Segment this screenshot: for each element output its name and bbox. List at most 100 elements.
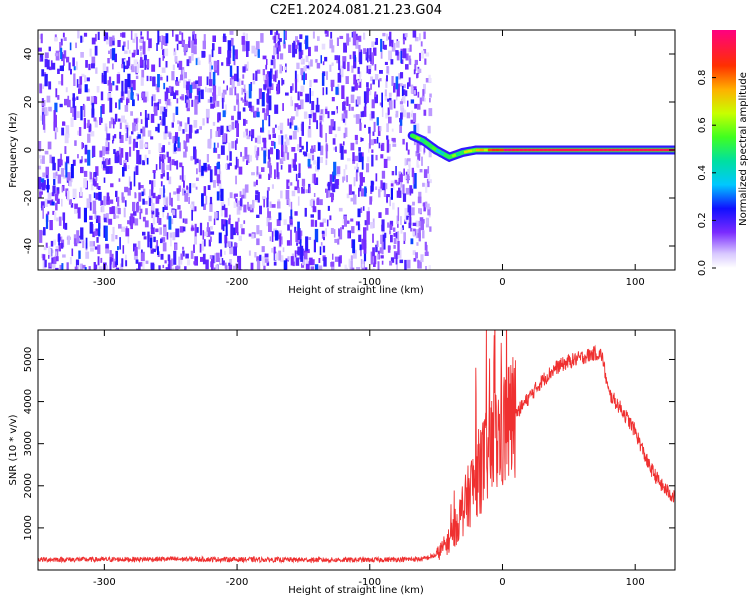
noise-cell xyxy=(97,256,100,266)
noise-streak xyxy=(173,140,176,152)
noise-cell xyxy=(405,53,409,61)
noise-cell xyxy=(99,117,102,125)
noise-cell xyxy=(325,108,328,115)
noise-cell xyxy=(51,257,55,264)
noise-cell xyxy=(86,96,90,101)
noise-cell xyxy=(341,68,344,78)
noise-cell xyxy=(41,101,44,106)
noise-streak xyxy=(268,115,271,127)
noise-cell xyxy=(180,253,184,260)
noise-cell xyxy=(145,260,149,264)
noise-cell xyxy=(90,183,94,191)
noise-streak xyxy=(137,134,141,139)
noise-cell xyxy=(419,52,421,61)
noise-cell xyxy=(195,158,199,163)
noise-cell xyxy=(364,124,366,128)
noise-cell xyxy=(109,199,114,204)
noise-cell xyxy=(214,253,217,263)
noise-cell xyxy=(116,215,120,219)
noise-cell xyxy=(236,231,239,236)
noise-streak xyxy=(216,100,220,107)
noise-cell xyxy=(423,109,427,116)
noise-cell xyxy=(320,145,324,156)
noise-cell xyxy=(336,172,340,177)
noise-cell xyxy=(156,83,160,93)
noise-cell xyxy=(405,90,408,97)
noise-streak xyxy=(340,145,344,160)
noise-cell xyxy=(106,192,110,202)
noise-cell xyxy=(404,175,407,180)
noise-cell xyxy=(237,217,240,222)
noise-cell xyxy=(402,48,407,59)
noise-cell xyxy=(266,71,270,81)
noise-cell xyxy=(233,265,237,270)
noise-streak xyxy=(83,118,86,129)
noise-streak xyxy=(400,50,403,64)
noise-cell xyxy=(102,63,106,73)
noise-cell xyxy=(316,197,320,205)
noise-cell xyxy=(400,178,403,188)
noise-streak xyxy=(363,227,367,243)
noise-streak xyxy=(278,212,282,221)
noise-cell xyxy=(112,35,115,41)
noise-streak xyxy=(332,138,336,145)
noise-cell xyxy=(191,82,194,86)
noise-cell xyxy=(48,106,52,112)
noise-cell xyxy=(90,247,94,252)
noise-streak xyxy=(227,40,232,51)
noise-cell xyxy=(76,265,80,270)
noise-cell xyxy=(238,166,243,175)
x-tick-label: 0 xyxy=(499,577,505,588)
noise-cell xyxy=(63,220,65,229)
noise-streak xyxy=(330,31,333,39)
noise-streak xyxy=(372,131,375,136)
x-tick-label: -100 xyxy=(358,577,381,588)
noise-cell xyxy=(210,226,213,230)
noise-cell xyxy=(221,62,224,66)
noise-cell xyxy=(167,156,172,163)
colorbar-tick-label: 0.6 xyxy=(697,117,708,133)
noise-cell xyxy=(352,51,356,59)
noise-cell xyxy=(358,234,362,242)
noise-cell xyxy=(242,107,246,112)
noise-cell xyxy=(58,216,62,226)
noise-cell xyxy=(267,130,270,137)
noise-streak xyxy=(380,144,383,151)
noise-cell xyxy=(127,125,130,131)
noise-cell xyxy=(348,258,351,268)
noise-cell xyxy=(222,89,227,95)
noise-cell xyxy=(329,64,332,72)
noise-cell xyxy=(356,96,361,105)
noise-cell xyxy=(426,203,430,210)
noise-streak xyxy=(261,92,265,107)
signal-cell xyxy=(471,148,477,152)
noise-cell xyxy=(44,107,48,116)
noise-streak xyxy=(369,133,371,149)
noise-streak xyxy=(305,35,309,49)
noise-cell xyxy=(344,264,347,270)
noise-streak xyxy=(240,151,242,157)
noise-cell xyxy=(237,102,240,113)
noise-streak xyxy=(267,88,270,104)
noise-streak xyxy=(103,225,107,238)
noise-cell xyxy=(119,122,122,129)
noise-cell xyxy=(368,126,371,134)
noise-streak xyxy=(61,65,64,72)
noise-cell xyxy=(214,211,218,219)
noise-cell xyxy=(102,157,105,162)
noise-cell xyxy=(108,50,112,54)
noise-streak xyxy=(257,147,260,156)
noise-cell xyxy=(179,162,183,168)
noise-cell xyxy=(175,228,180,238)
noise-cell xyxy=(264,253,269,258)
noise-cell xyxy=(363,32,366,40)
noise-streak xyxy=(413,173,417,189)
noise-cell xyxy=(278,250,282,261)
noise-cell xyxy=(297,105,301,110)
spectrogram-signal xyxy=(407,131,675,163)
signal-cell xyxy=(435,148,441,154)
noise-cell xyxy=(308,153,312,161)
noise-cell xyxy=(405,187,410,195)
noise-streak xyxy=(95,264,98,270)
noise-cell xyxy=(380,255,384,259)
